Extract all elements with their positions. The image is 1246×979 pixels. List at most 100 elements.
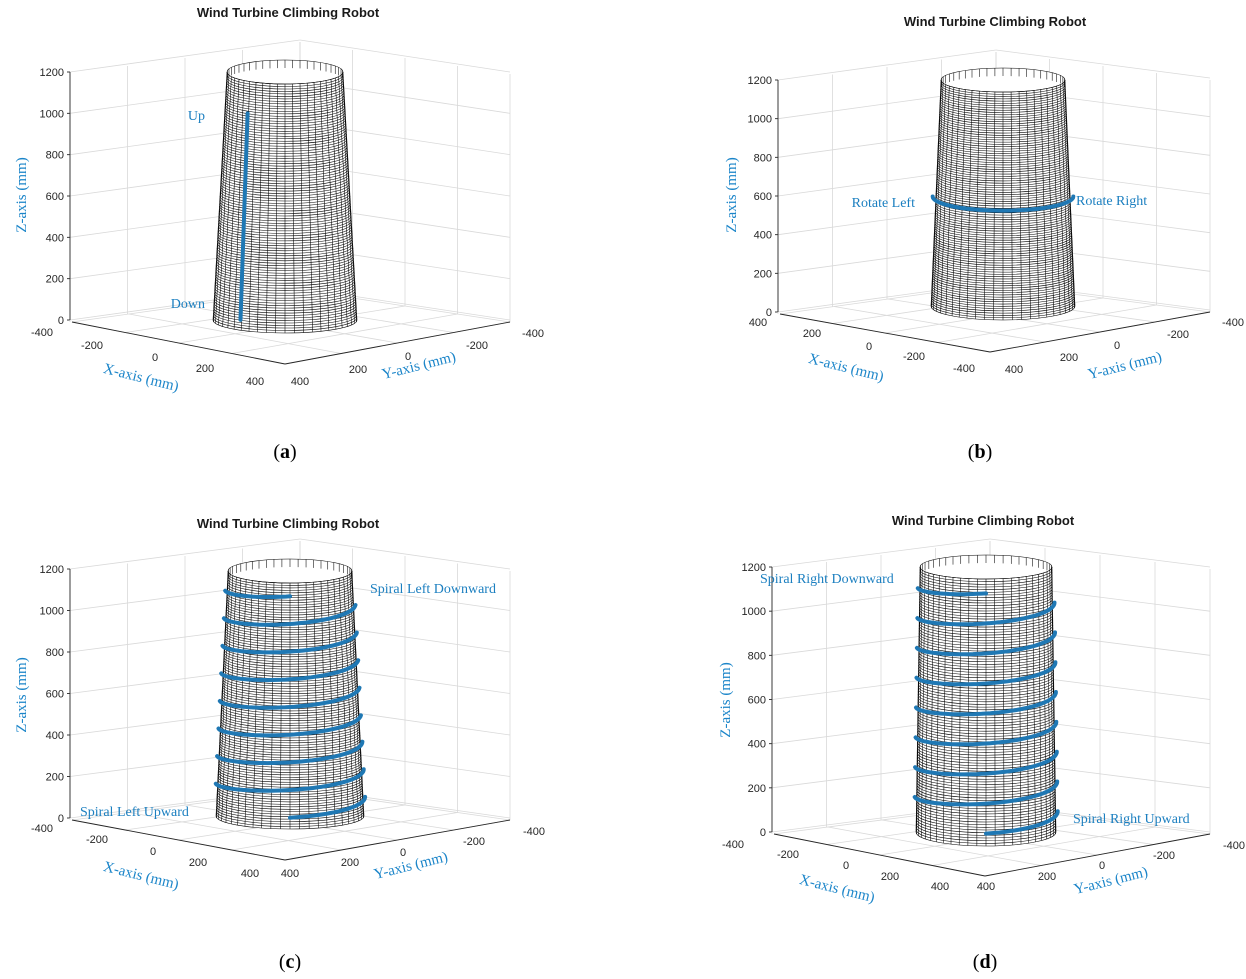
- x-tick-label: 200: [189, 857, 207, 869]
- floor-grid-line: [932, 826, 1156, 866]
- tower-meridian: [227, 79, 240, 328]
- x-tick-label: 200: [803, 328, 821, 340]
- chart-title: Wind Turbine Climbing Robot: [892, 513, 1075, 528]
- y-axis-label: Y-axis (mm): [1087, 349, 1164, 383]
- tower-meridian: [266, 83, 271, 333]
- tower-meridian: [993, 91, 996, 320]
- y-tick-label: -200: [466, 340, 488, 352]
- y-axis-label: Y-axis (mm): [381, 349, 458, 383]
- x-axis-line: [773, 833, 986, 877]
- tower-meridian: [1018, 91, 1022, 320]
- tower-meridian: [1049, 570, 1054, 836]
- tower-meridian: [222, 77, 236, 327]
- panel-caption: (d): [973, 951, 997, 973]
- tower-meridian: [218, 574, 231, 820]
- y-tick-label: 0: [1099, 860, 1105, 872]
- tower-meridian: [215, 75, 230, 324]
- tower-meridian: [966, 90, 973, 319]
- tower-meridian: [257, 83, 264, 333]
- caption-letter: a: [280, 441, 290, 463]
- tower-meridian: [252, 581, 260, 828]
- tower-meridian: [237, 579, 247, 826]
- z-tick-label: 200: [46, 274, 64, 286]
- annotation-label: Rotate Left: [852, 196, 915, 211]
- robot-path: [930, 194, 1076, 213]
- x-axis-line: [71, 321, 286, 365]
- tower-mesh: [930, 67, 1076, 321]
- x-tick-label: 200: [196, 363, 214, 375]
- caption-paren-close: ): [290, 441, 297, 463]
- caption-paren-open: (: [273, 441, 280, 463]
- y-axis-label: Y-axis (mm): [1073, 864, 1150, 898]
- x-tick-label: 400: [246, 376, 264, 388]
- z-tick-label: 0: [766, 307, 772, 319]
- z-tick-label: 1200: [742, 562, 766, 574]
- annotation-label: Spiral Left Upward: [80, 805, 189, 820]
- y-tick-label: 400: [1005, 364, 1023, 376]
- tower-meridian: [936, 575, 940, 842]
- x-tick-label: -400: [31, 327, 53, 339]
- tower-meridian: [958, 89, 966, 318]
- grid-line-z-right: [299, 538, 511, 570]
- z-tick-label: 200: [754, 268, 772, 280]
- x-tick-label: -200: [903, 351, 925, 363]
- tower-meridian: [292, 83, 295, 333]
- tower-meridian: [225, 576, 237, 823]
- y-tick-label: 200: [1038, 871, 1056, 883]
- grid-line-z-left: [69, 538, 301, 570]
- x-tick-label: 0: [843, 860, 849, 872]
- z-tick-label: 400: [46, 232, 64, 244]
- caption-letter: b: [974, 441, 985, 463]
- annotation-label: Spiral Left Downward: [370, 582, 496, 597]
- robot-path: [238, 111, 250, 322]
- chart-title: Wind Turbine Climbing Robot: [197, 5, 380, 20]
- z-axis-label: Z-axis (mm): [14, 657, 30, 732]
- tower-meridian: [347, 575, 359, 821]
- grid-line-z-left: [771, 538, 991, 568]
- caption-paren-open: (: [973, 951, 980, 973]
- tower-meridian: [218, 76, 232, 325]
- tower-meridian: [936, 84, 946, 312]
- panel-caption: (c): [279, 951, 301, 973]
- tower-meridian: [306, 83, 313, 333]
- caption-letter: c: [286, 951, 295, 973]
- x-tick-label: -200: [81, 340, 103, 352]
- z-tick-label: 1000: [742, 606, 766, 618]
- y-axis-line: [284, 819, 511, 861]
- z-tick-label: 1000: [40, 108, 64, 120]
- y-tick-label: 400: [977, 881, 995, 893]
- tower-meridian: [943, 576, 947, 844]
- x-tick-label: 0: [152, 352, 158, 364]
- x-tick-label: 0: [150, 846, 156, 858]
- chart-panel-a: Wind Turbine Climbing Robot 0 200 400 600 800…: [14, 5, 544, 463]
- tower-meridian: [231, 578, 242, 824]
- chart-title: Wind Turbine Climbing Robot: [197, 516, 380, 531]
- tower-meridian: [212, 71, 228, 321]
- caption-paren-close: ): [294, 951, 301, 973]
- x-axis-line: [71, 819, 286, 861]
- x-tick-label: 400: [241, 868, 259, 880]
- z-tick-label: 1200: [40, 564, 64, 576]
- z-axis-label: Z-axis (mm): [718, 662, 734, 737]
- annotation-label: Up: [188, 109, 205, 124]
- tower-meridian: [1040, 89, 1048, 318]
- tower-meridian: [213, 73, 228, 322]
- tower-meridian: [342, 71, 358, 321]
- tower-meridian: [221, 575, 233, 821]
- y-tick-label: -400: [522, 328, 544, 340]
- z-tick-label: 0: [58, 813, 64, 825]
- tower-meridian: [918, 570, 923, 836]
- tower-meridian: [975, 91, 980, 319]
- x-axis-label: X-axis (mm): [807, 351, 886, 385]
- tower-meridian: [334, 77, 348, 327]
- tower-meridian: [351, 572, 364, 818]
- y-tick-label: -400: [1223, 840, 1245, 852]
- tower-meridian: [1033, 90, 1040, 319]
- tower-meridian: [248, 82, 257, 332]
- z-tick-label: 600: [754, 191, 772, 203]
- tower-meridian: [1010, 91, 1013, 320]
- robot-path: [912, 586, 1060, 836]
- grid-line-z-left: [69, 39, 301, 73]
- caption-paren-close: ): [991, 951, 998, 973]
